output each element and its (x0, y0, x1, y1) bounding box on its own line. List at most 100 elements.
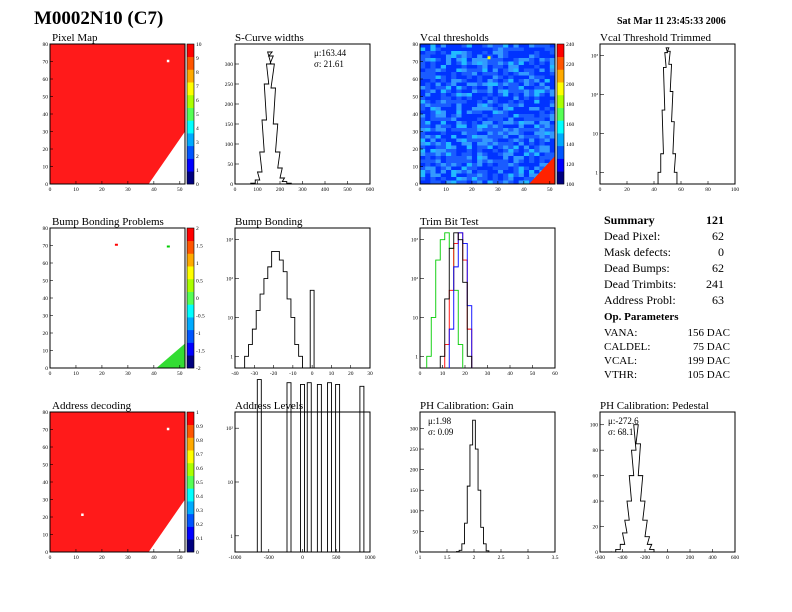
histogram-line (610, 424, 659, 553)
heatmap-cell (534, 128, 540, 132)
y-tick-label: 30 (43, 314, 49, 320)
heatmap-cell (425, 138, 431, 143)
heatmap-cell (544, 72, 551, 76)
plot-frame (599, 43, 736, 185)
heatmap-cell (503, 54, 509, 59)
heatmap-cell (508, 47, 514, 52)
heatmap-cell (508, 114, 514, 118)
heatmap-cell (430, 135, 437, 139)
heatmap-cell (461, 96, 468, 101)
heatmap-cell (544, 100, 551, 104)
histogram-line (245, 51, 296, 185)
heatmap-cell (425, 79, 431, 83)
heatmap-cell (451, 65, 457, 69)
heatmap-cell (518, 114, 525, 118)
heatmap-cell (471, 68, 478, 73)
heatmap-cell (477, 100, 483, 104)
heatmap-cell (518, 47, 525, 52)
heatmap-cell (445, 47, 452, 52)
heatmap-cell (539, 145, 546, 150)
heatmap-cell (477, 82, 483, 87)
heatmap-cell (456, 72, 463, 76)
x-tick-label: -500 (264, 555, 274, 561)
heatmap-cell (492, 159, 499, 164)
color-scale-frame (556, 43, 565, 185)
heatmap-cell (477, 58, 483, 62)
heatmap-cell (471, 65, 478, 69)
heatmap-cell (466, 82, 473, 87)
heatmap-cell (539, 72, 546, 76)
heatmap-cell (420, 173, 426, 178)
heatmap-cell (451, 152, 457, 157)
heatmap-cell (503, 170, 509, 174)
x-tick-label: 10 (443, 187, 449, 193)
heatmap-cell (487, 82, 494, 87)
heatmap-cell (461, 93, 468, 97)
heatmap-cell (487, 79, 494, 83)
heatmap-cell (503, 68, 509, 73)
heatmap-cell (456, 163, 463, 167)
heatmap-cell (420, 156, 426, 160)
color-scale-step (187, 317, 194, 331)
color-scale-step (187, 462, 194, 476)
page-title: M0002N10 (C7) (34, 8, 164, 29)
color-scale-step (557, 56, 564, 70)
heatmap-fill (50, 44, 185, 184)
heatmap-cell (529, 135, 535, 139)
heatmap-cell (497, 86, 504, 90)
heatmap-cell (529, 170, 535, 174)
heatmap-cell (497, 138, 504, 143)
heatmap-cell (518, 61, 525, 66)
heatmap-cell (487, 124, 494, 129)
heatmap-cell (529, 156, 535, 160)
heatmap-cell (534, 142, 540, 146)
heatmap-cell (420, 89, 426, 94)
color-scale-step (557, 120, 564, 134)
heatmap-cell (492, 152, 499, 157)
heatmap-cell (425, 114, 431, 118)
heatmap-cell (471, 54, 478, 59)
heatmap-cell (513, 124, 520, 129)
summary-value: 241 (706, 277, 724, 291)
heatmap-cell (513, 177, 520, 181)
color-scale-step (187, 329, 194, 343)
heatmap-cell (518, 121, 525, 125)
heatmap-cell (445, 138, 452, 143)
heatmap-cell (523, 121, 530, 125)
heatmap-cell (445, 128, 452, 132)
heatmap-cell (477, 131, 483, 136)
heatmap-cell (523, 138, 530, 143)
heatmap-cell (440, 117, 447, 122)
heatmap-cell (435, 103, 442, 108)
x-tick-label: 0 (666, 555, 669, 561)
heatmap-cell (487, 173, 494, 178)
color-scale-tick: 0.5 (196, 279, 203, 285)
heatmap-cell (456, 110, 463, 115)
heatmap-cell (471, 142, 478, 146)
heatmap-cell (456, 152, 463, 157)
heatmap-cell (440, 44, 447, 48)
heatmap-cell (430, 68, 437, 73)
heatmap-cell (445, 173, 452, 178)
heatmap-cell (430, 44, 437, 48)
heatmap-cell (471, 89, 478, 94)
histogram-spike (256, 379, 262, 552)
x-tick-label: 20 (99, 371, 105, 377)
heatmap-cell (497, 61, 504, 66)
heatmap-cell (435, 100, 442, 104)
heatmap-cell (471, 75, 478, 80)
heatmap-cell (445, 103, 452, 108)
heatmap-cell (539, 103, 546, 108)
heatmap-cell (544, 68, 551, 73)
color-scale-step (187, 501, 194, 515)
heatmap-cell (482, 75, 488, 80)
heatmap-cell (451, 82, 457, 87)
heatmap-cell (466, 114, 473, 118)
y-tick-label: 10 (43, 165, 49, 171)
heatmap-cell (497, 44, 504, 48)
chart-title: S-Curve widths (235, 32, 304, 44)
heatmap-cell (435, 159, 442, 164)
y-tick-label: 80 (43, 42, 49, 48)
problem-region (156, 343, 185, 368)
heatmap-cell (539, 135, 546, 139)
